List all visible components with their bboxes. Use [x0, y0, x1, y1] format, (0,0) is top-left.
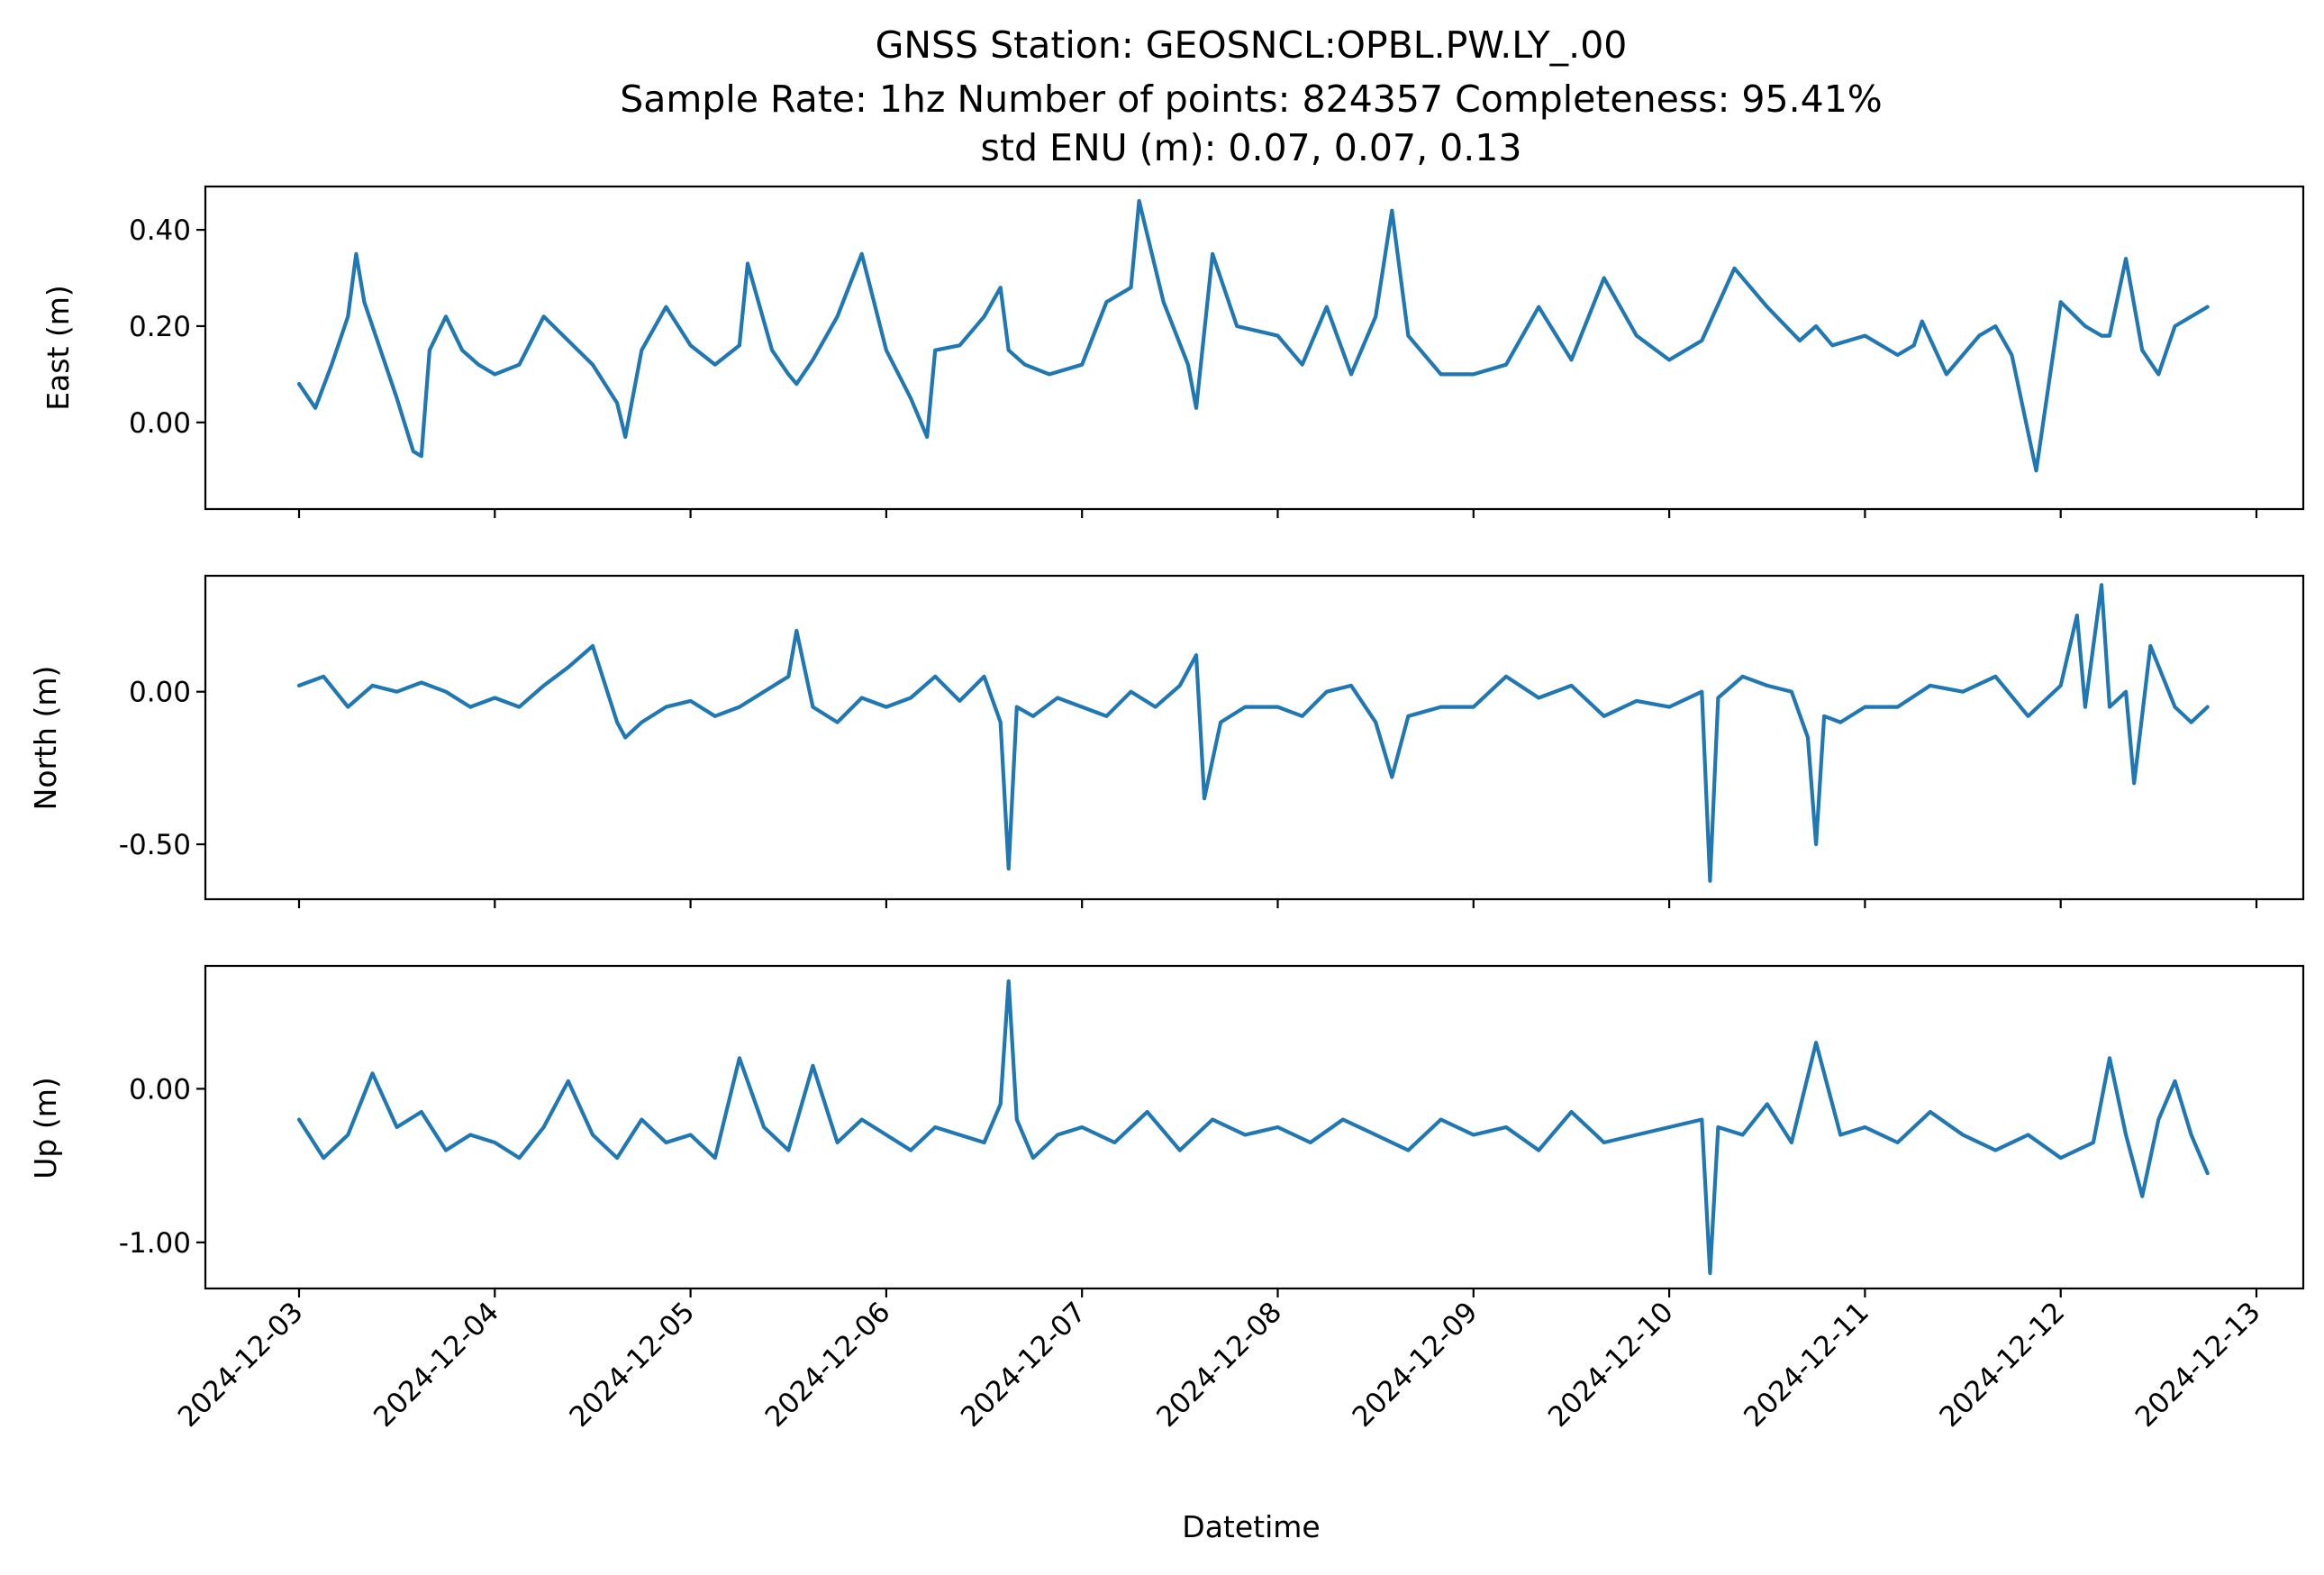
title-line-station: GNSS Station: GEOSNCL:OPBL.PW.LY_.00: [876, 23, 1628, 67]
east-yticks: 0.00 0.20 0.40: [129, 214, 205, 440]
north-yticks: -0.50 0.00: [119, 677, 205, 861]
x-axis-label: Datetime: [1182, 1509, 1320, 1544]
east-ylabel: East (m): [41, 285, 76, 411]
north-ylabel: North (m): [28, 666, 63, 811]
east-xticks: [297, 509, 2258, 518]
up-plot-frame: [204, 964, 2305, 1290]
north-plot-frame: [204, 574, 2305, 901]
north-series: [296, 583, 2210, 883]
up-ytick-label: 0.00: [129, 1073, 191, 1106]
east-series-line: [296, 198, 2210, 473]
north-ytick-label: 0.00: [129, 677, 191, 709]
north-series-line: [296, 583, 2210, 883]
north-xticks: [297, 899, 2258, 908]
title-line-std-enu: std ENU (m): 0.07, 0.07, 0.13: [981, 126, 1522, 169]
north-ytick-label: -0.50: [119, 829, 191, 861]
up-ylabel: Up (m): [28, 1077, 63, 1179]
east-plot-frame: [204, 185, 2305, 511]
up-ytick-label: -1.00: [119, 1227, 191, 1260]
east-series: [296, 198, 2210, 473]
title-line-sample-rate: Sample Rate: 1hz Number of points: 82435…: [620, 77, 1883, 121]
east-ytick-label: 0.20: [129, 311, 191, 343]
up-series: [296, 979, 2210, 1276]
east-ytick-label: 0.40: [129, 214, 191, 247]
north-panel: North (m) -0.50 0.00: [28, 574, 2305, 908]
east-ytick-label: 0.00: [129, 407, 191, 440]
east-panel: East (m) 0.00 0.20 0.40: [41, 185, 2305, 518]
up-series-line: [296, 979, 2210, 1276]
up-yticks: -1.00 0.00: [119, 1073, 205, 1260]
